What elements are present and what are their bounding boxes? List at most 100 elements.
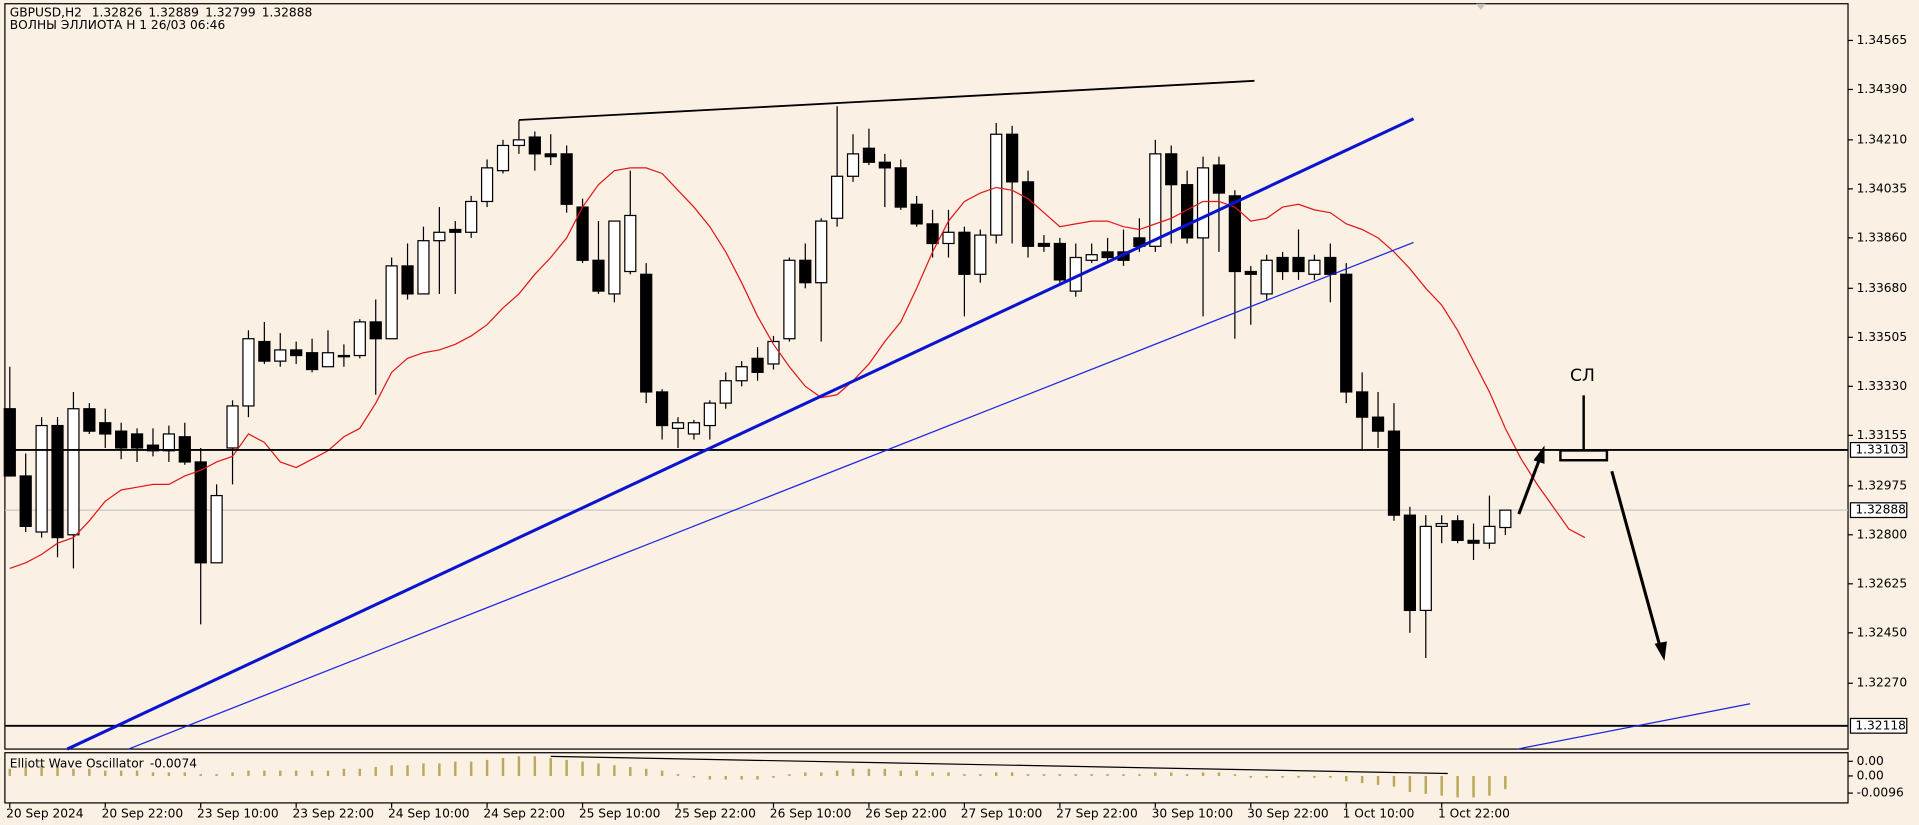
y-tick-label: 1.33330 — [1857, 379, 1908, 393]
osc-bar — [597, 763, 600, 776]
osc-bar — [56, 767, 59, 776]
candle-body — [1212, 164, 1226, 194]
osc-bar — [740, 775, 743, 780]
level-label: 1.33103 — [1855, 442, 1906, 456]
shift-marker — [1475, 3, 1486, 10]
osc-bar — [1201, 772, 1205, 776]
candle-body — [449, 228, 462, 233]
osc-bar — [613, 765, 616, 776]
candle-body — [528, 136, 541, 155]
oscillator-title: Elliott Wave Oscillator -0.0074 — [10, 756, 197, 770]
x-tick-label: 25 Sep 10:00 — [579, 806, 661, 820]
osc-bar — [629, 767, 632, 776]
osc-bar — [565, 759, 568, 776]
x-tick-label: 27 Sep 22:00 — [1056, 806, 1138, 820]
candle-body — [1021, 181, 1035, 247]
candle-body — [1244, 270, 1257, 275]
candle-body — [942, 231, 955, 245]
candle-body — [83, 408, 96, 432]
osc-bar — [1329, 775, 1332, 778]
candle-body — [337, 354, 351, 358]
price-label-box — [1849, 502, 1908, 519]
candle-body — [1085, 254, 1098, 261]
osc-bar — [501, 758, 505, 776]
candle-body — [210, 494, 223, 564]
candle-body — [815, 220, 828, 284]
candle-body — [1467, 539, 1480, 544]
candle-body — [401, 265, 414, 295]
candle-body — [958, 231, 971, 275]
osc-bar — [1106, 774, 1109, 776]
osc-bar — [851, 768, 855, 776]
trend-line — [66, 117, 1415, 751]
candle-body — [51, 424, 64, 539]
osc-bar — [772, 775, 775, 778]
y-tick-label: 1.32625 — [1857, 576, 1908, 590]
candle-body — [1006, 133, 1019, 183]
candle-body — [242, 338, 255, 407]
candle-body — [1053, 242, 1066, 281]
y-tick-label: 1.32270 — [1857, 676, 1908, 690]
arrow — [1517, 458, 1542, 515]
osc-bar — [1313, 775, 1316, 778]
osc-bar — [342, 768, 346, 776]
osc-bar — [406, 765, 409, 776]
candle-body — [1340, 273, 1353, 393]
candle-body — [417, 240, 430, 295]
candle-body — [1403, 514, 1416, 612]
close-value: 1.32888 — [262, 5, 313, 19]
low-value: 1.32799 — [205, 5, 256, 19]
candle-body — [640, 273, 653, 393]
candle-body — [1435, 522, 1448, 527]
candle-body — [258, 340, 271, 362]
osc-bar — [167, 772, 171, 776]
osc-bar — [1185, 774, 1189, 776]
candle-body — [19, 475, 32, 527]
osc-bar — [1472, 775, 1475, 798]
y-tick-label: 1.34565 — [1857, 33, 1908, 47]
candle-body — [592, 259, 605, 292]
y-tick-label: 1.34035 — [1857, 181, 1908, 195]
osc-bar — [358, 768, 362, 776]
osc-bar — [644, 768, 648, 776]
osc-bar — [454, 761, 457, 776]
x-tick-label: 30 Sep 22:00 — [1247, 806, 1329, 820]
candle-body — [926, 223, 939, 245]
osc-bar — [326, 770, 330, 776]
candle-body — [1037, 242, 1051, 247]
osc-bar — [422, 763, 425, 776]
oscillator-panel — [4, 752, 1849, 804]
osc-bar — [1074, 774, 1077, 776]
x-tick-label: 24 Sep 22:00 — [483, 806, 565, 820]
candle-body — [1196, 167, 1210, 239]
osc-bar — [1170, 772, 1173, 776]
resistance-line — [518, 79, 1255, 121]
osc-bar — [183, 772, 187, 776]
osc-bar — [8, 768, 12, 776]
osc-bar — [899, 770, 902, 776]
x-tick-label: 25 Sep 22:00 — [674, 806, 756, 820]
osc-bar — [119, 770, 123, 776]
candle-body — [687, 422, 701, 435]
y-tick-label: 1.32450 — [1857, 625, 1908, 639]
osc-bar — [1345, 775, 1348, 782]
osc-bar — [1408, 775, 1412, 793]
candle-body — [894, 167, 907, 208]
osc-bar — [915, 770, 918, 776]
osc-bar — [963, 774, 966, 776]
candle-body — [671, 422, 685, 429]
osc-bar — [1249, 775, 1253, 778]
candle-body — [719, 380, 732, 404]
candle-body — [305, 352, 319, 371]
candle-body — [862, 147, 876, 163]
candle-body — [735, 366, 748, 382]
candle-body — [433, 231, 446, 242]
moving-average — [9, 167, 1586, 569]
osc-bar — [676, 774, 680, 776]
candle-body — [1419, 525, 1432, 612]
x-tick-label: 20 Sep 22:00 — [102, 806, 184, 820]
osc-bar — [310, 770, 314, 776]
osc-tick-label: 0.00 — [1857, 754, 1884, 768]
osc-bar — [756, 775, 759, 780]
